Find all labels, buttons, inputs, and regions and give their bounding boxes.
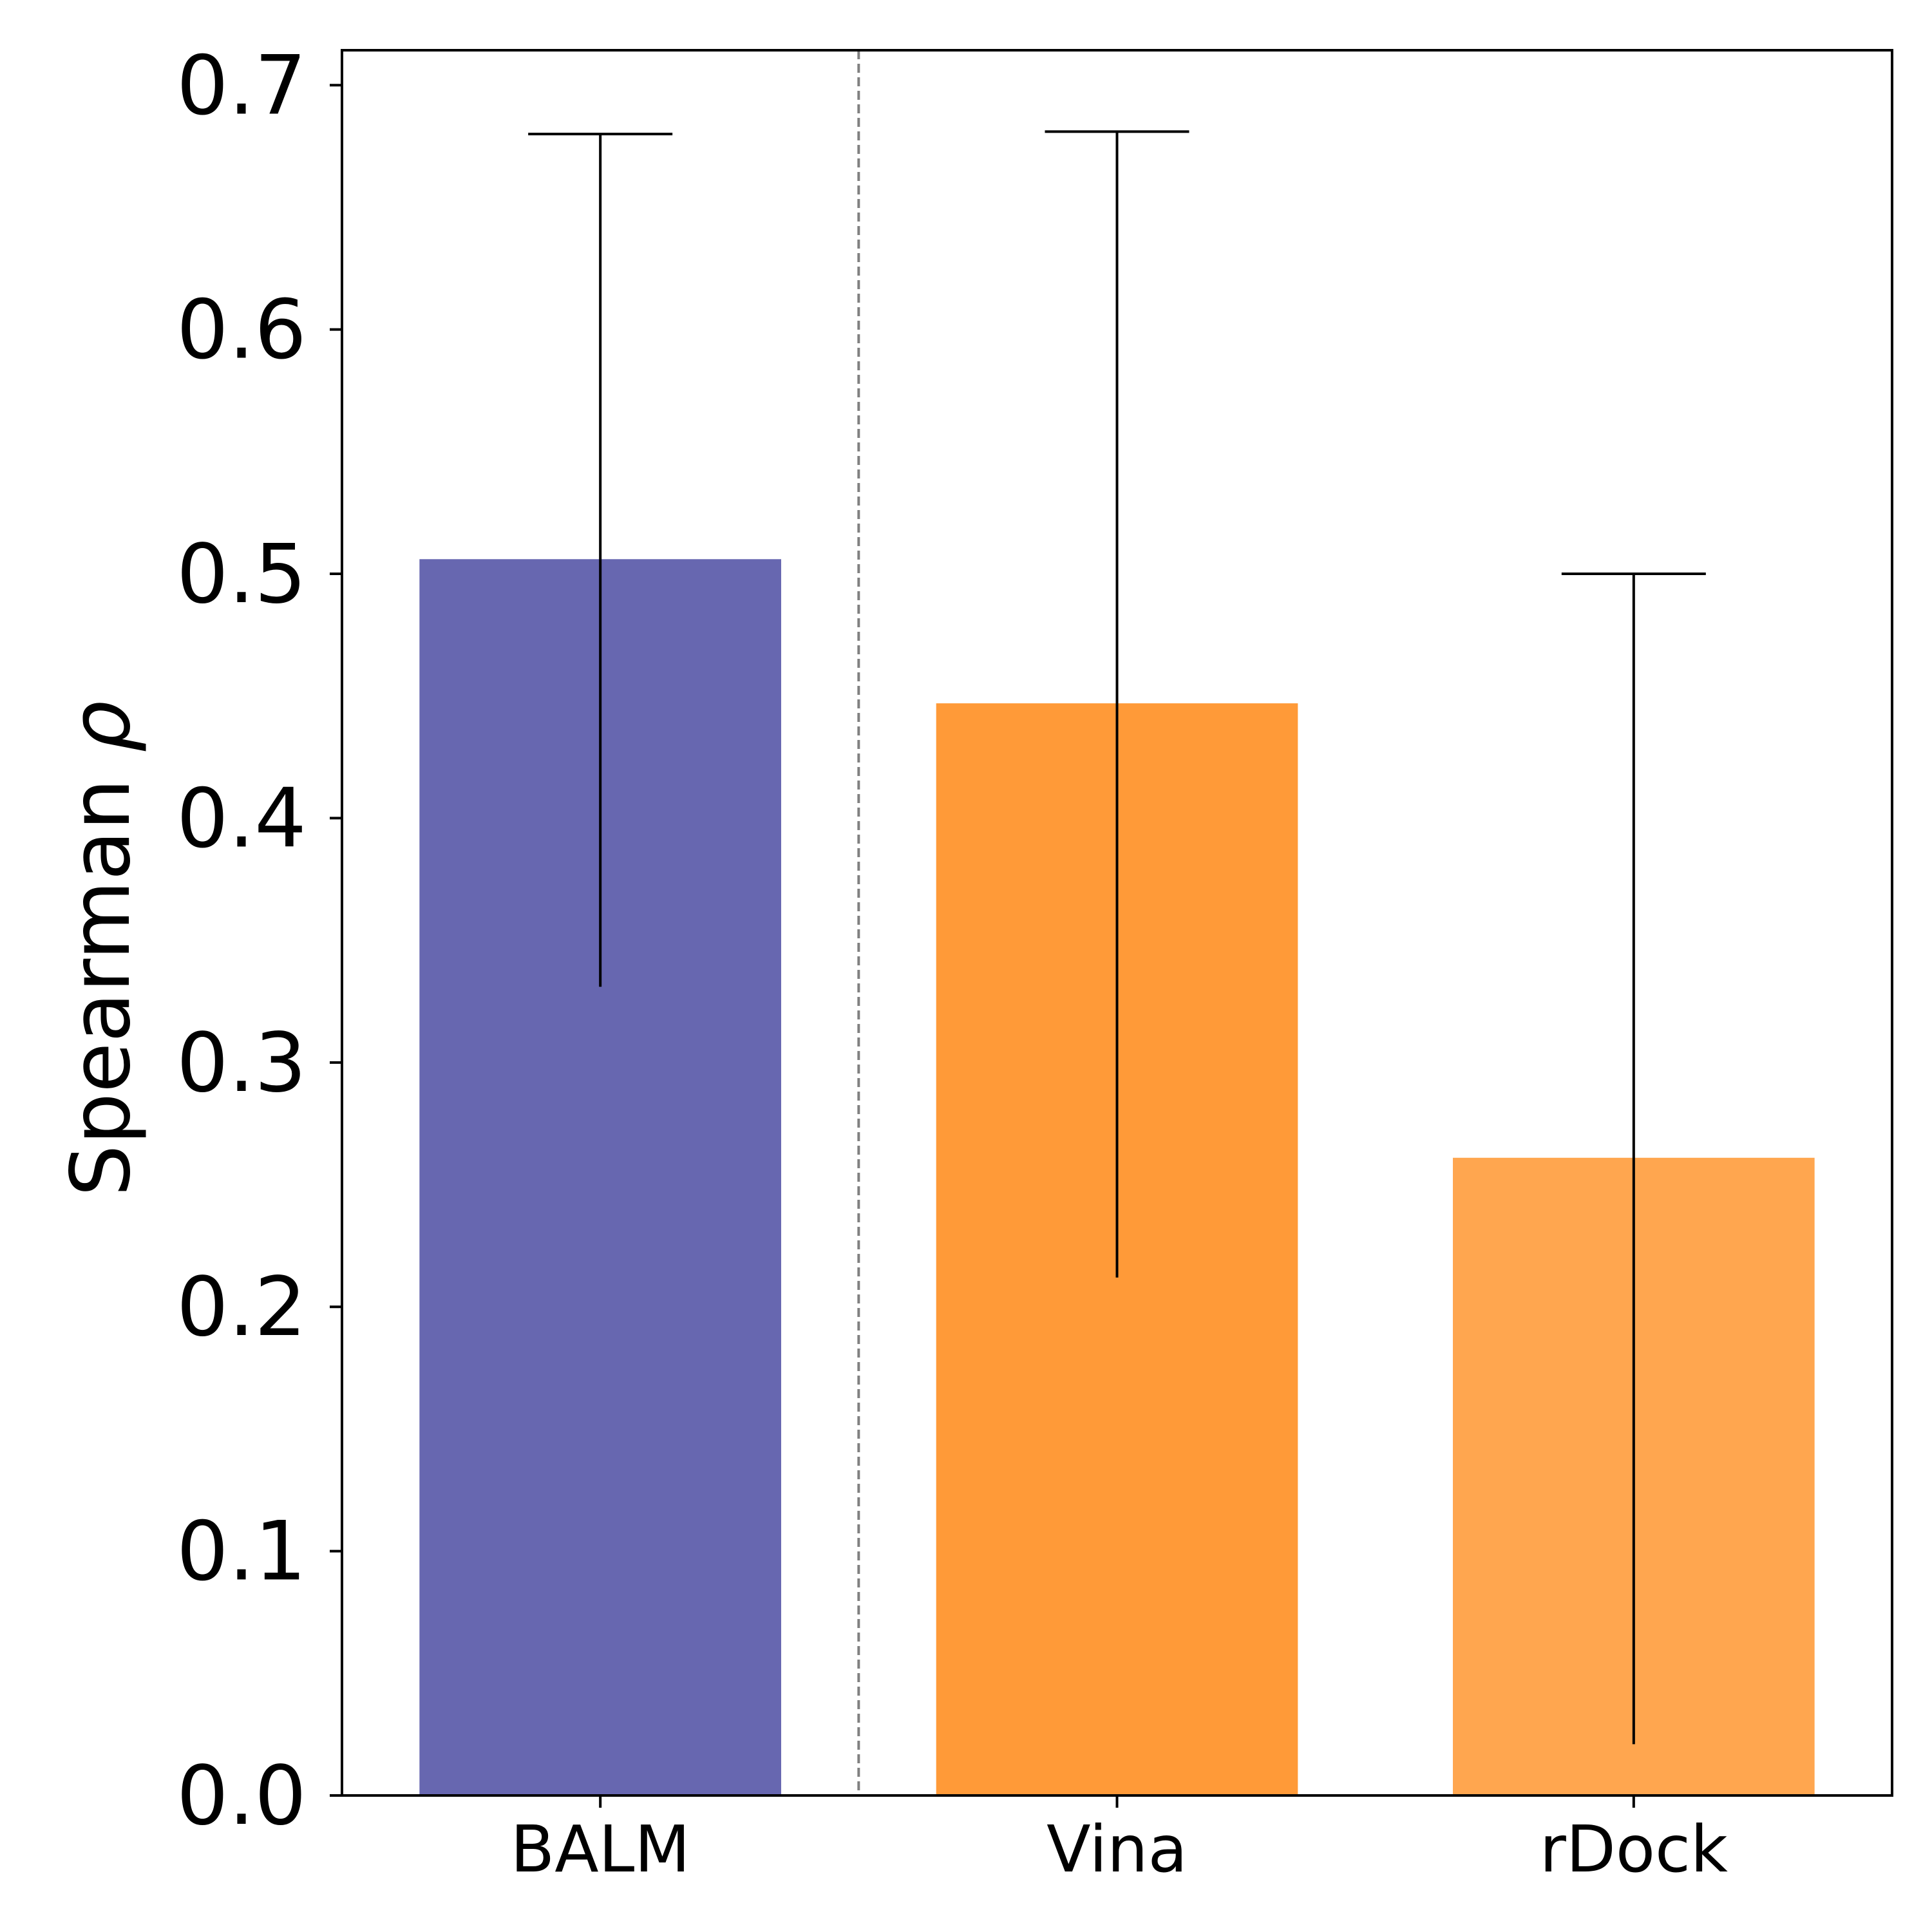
y-tick-label: 0.1 bbox=[176, 1504, 307, 1599]
y-tick-label: 0.5 bbox=[176, 526, 307, 621]
y-tick-label: 0.4 bbox=[176, 770, 307, 866]
error-bars-layer bbox=[528, 130, 1706, 1745]
y-tick-label: 0.6 bbox=[176, 282, 307, 377]
x-tick-label-balm: BALM bbox=[511, 1812, 690, 1887]
y-axis: 0.0 0.1 0.2 0.3 0.4 0.5 0.6 0.7 bbox=[176, 37, 342, 1843]
y-tick-label: 0.7 bbox=[176, 37, 307, 133]
y-tick-label: 0.3 bbox=[176, 1015, 307, 1110]
x-tick-label-rdock: rDock bbox=[1540, 1812, 1728, 1887]
y-axis-label-text: Spearman bbox=[53, 753, 148, 1197]
x-tick-label-vina: Vina bbox=[1046, 1812, 1188, 1887]
y-axis-label: Spearman ρ bbox=[53, 701, 148, 1197]
y-tick-label: 0.2 bbox=[176, 1259, 307, 1354]
y-tick-label: 0.0 bbox=[176, 1748, 307, 1843]
x-axis: BALM Vina rDock bbox=[511, 1795, 1728, 1887]
y-axis-label-symbol: ρ bbox=[53, 701, 148, 753]
